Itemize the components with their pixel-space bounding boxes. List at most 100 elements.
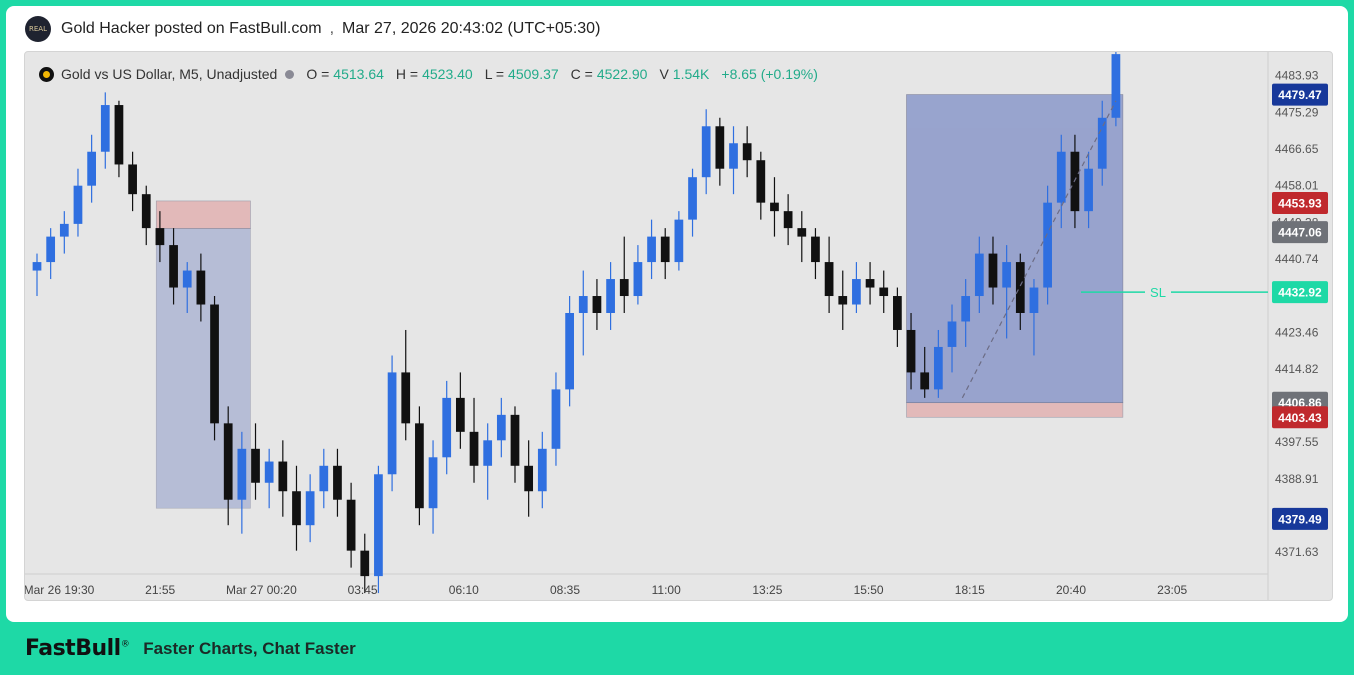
open-label: O = xyxy=(306,66,330,82)
candle-body xyxy=(401,372,411,424)
price-tick-label: 4475.29 xyxy=(1275,105,1319,119)
price-tick-label: 4423.46 xyxy=(1275,325,1319,339)
price-tag-label: 4432.92 xyxy=(1278,286,1322,300)
candle-body xyxy=(87,151,96,186)
candle-body xyxy=(346,499,356,551)
price-tick-label: 4397.55 xyxy=(1275,435,1319,449)
candle-body xyxy=(838,296,848,305)
fastbull-logo[interactable]: FastBull® xyxy=(25,636,130,661)
candle-body xyxy=(428,457,438,509)
candle-body xyxy=(551,389,561,449)
trend-line xyxy=(961,100,1117,399)
time-tick-label: 21:55 xyxy=(145,583,175,597)
candle-body xyxy=(496,414,506,441)
avatar-text: REAL xyxy=(29,25,47,33)
high-value: 4523.40 xyxy=(422,66,473,82)
candle-body xyxy=(797,228,807,237)
candle-body xyxy=(933,346,943,390)
candle-body xyxy=(46,236,56,263)
candle-body xyxy=(387,372,397,475)
candle-body xyxy=(1056,151,1066,203)
candle-body xyxy=(770,202,779,212)
footer-bar: FastBull® Faster Charts, Chat Faster xyxy=(0,622,1354,675)
price-change: +8.65 (+0.19%) xyxy=(721,66,818,82)
candle-body xyxy=(278,461,288,492)
footer-tagline: Faster Charts, Chat Faster xyxy=(143,638,356,658)
candle-body xyxy=(1002,262,1012,288)
candle-body xyxy=(660,236,670,263)
candle-body xyxy=(893,296,902,330)
post-timestamp: Mar 27, 2026 20:43:02 (UTC+05:30) xyxy=(342,20,601,37)
candle-body xyxy=(483,440,493,466)
candle-body xyxy=(32,262,42,271)
candle-body xyxy=(128,164,137,195)
candle-body xyxy=(1043,202,1052,288)
price-tag-badge xyxy=(1272,406,1328,429)
candle-body xyxy=(455,397,465,432)
candle-body xyxy=(920,372,930,390)
time-tick-label: 03:45 xyxy=(348,583,378,597)
price-tick-label: 4466.65 xyxy=(1275,142,1319,156)
candle-body xyxy=(155,228,165,246)
candle-body xyxy=(319,465,329,492)
candle-body xyxy=(442,397,452,458)
price-tag-badge xyxy=(1272,281,1328,304)
price-tick-label: 4440.74 xyxy=(1275,252,1319,266)
author-avatar[interactable]: REAL xyxy=(25,16,51,42)
candle-body xyxy=(210,304,219,424)
candle-body xyxy=(578,296,588,313)
candle-body xyxy=(756,160,766,203)
candle-body xyxy=(974,253,984,297)
price-tick-label: 4388.91 xyxy=(1275,472,1319,486)
price-tag-label: 4403.43 xyxy=(1278,411,1322,425)
price-tag-label: 4453.93 xyxy=(1278,196,1322,210)
candle-body xyxy=(633,262,643,297)
stop-loss-label: SL xyxy=(1150,285,1166,300)
candle-body xyxy=(305,491,315,526)
price-tick-label: 4458.01 xyxy=(1275,179,1319,193)
candle-body xyxy=(469,431,479,466)
candle-body xyxy=(852,279,861,305)
candle-body xyxy=(73,185,83,224)
price-chart[interactable]: SL4483.934475.294466.654458.014449.38444… xyxy=(25,52,1332,600)
candle-body xyxy=(961,296,971,322)
candle-body xyxy=(264,461,274,483)
price-tag-badge xyxy=(1272,507,1328,530)
low-label: L = xyxy=(484,66,505,82)
chart-panel[interactable]: SL4483.934475.294466.654458.014449.38444… xyxy=(24,51,1333,601)
candle-body xyxy=(415,423,424,509)
price-tag-label: 4479.47 xyxy=(1278,88,1322,102)
time-tick-label: 08:35 xyxy=(550,583,580,597)
candle-body xyxy=(182,270,192,288)
price-tick-label: 4414.82 xyxy=(1275,362,1319,376)
candle-body xyxy=(237,448,247,500)
candle-body xyxy=(565,313,574,390)
candle-body xyxy=(59,223,69,237)
candle-body xyxy=(1111,54,1121,118)
post-author-line[interactable]: Gold Hacker posted on FastBull.com xyxy=(61,20,322,37)
candle-body xyxy=(783,211,793,229)
candle-body xyxy=(947,321,957,347)
price-tag-label: 4379.49 xyxy=(1278,512,1322,526)
brand-name: FastBull xyxy=(25,636,121,661)
candle-body xyxy=(510,414,520,466)
symbol-name: Gold vs US Dollar, M5, Unadjusted xyxy=(61,66,278,82)
volume-label: V xyxy=(659,66,669,82)
time-tick-label: Mar 27 00:20 xyxy=(226,583,297,597)
time-tick-label: 23:05 xyxy=(1157,583,1187,597)
candle-body xyxy=(141,194,151,229)
candle-body xyxy=(223,423,233,500)
candle-body xyxy=(592,296,602,313)
candle-body xyxy=(824,262,834,297)
candle-body xyxy=(742,143,752,161)
candle-body xyxy=(906,329,916,373)
candle-body xyxy=(196,270,206,305)
price-tag-badge xyxy=(1272,83,1328,106)
candle-body xyxy=(374,474,383,577)
post-header: REAL Gold Hacker posted on FastBull.com … xyxy=(6,6,1348,52)
candle-body xyxy=(688,177,697,220)
candle-body xyxy=(606,279,615,313)
price-tick-label: 4371.63 xyxy=(1275,545,1319,559)
gold-coin-icon xyxy=(39,66,54,82)
price-tag-badge xyxy=(1272,191,1328,214)
